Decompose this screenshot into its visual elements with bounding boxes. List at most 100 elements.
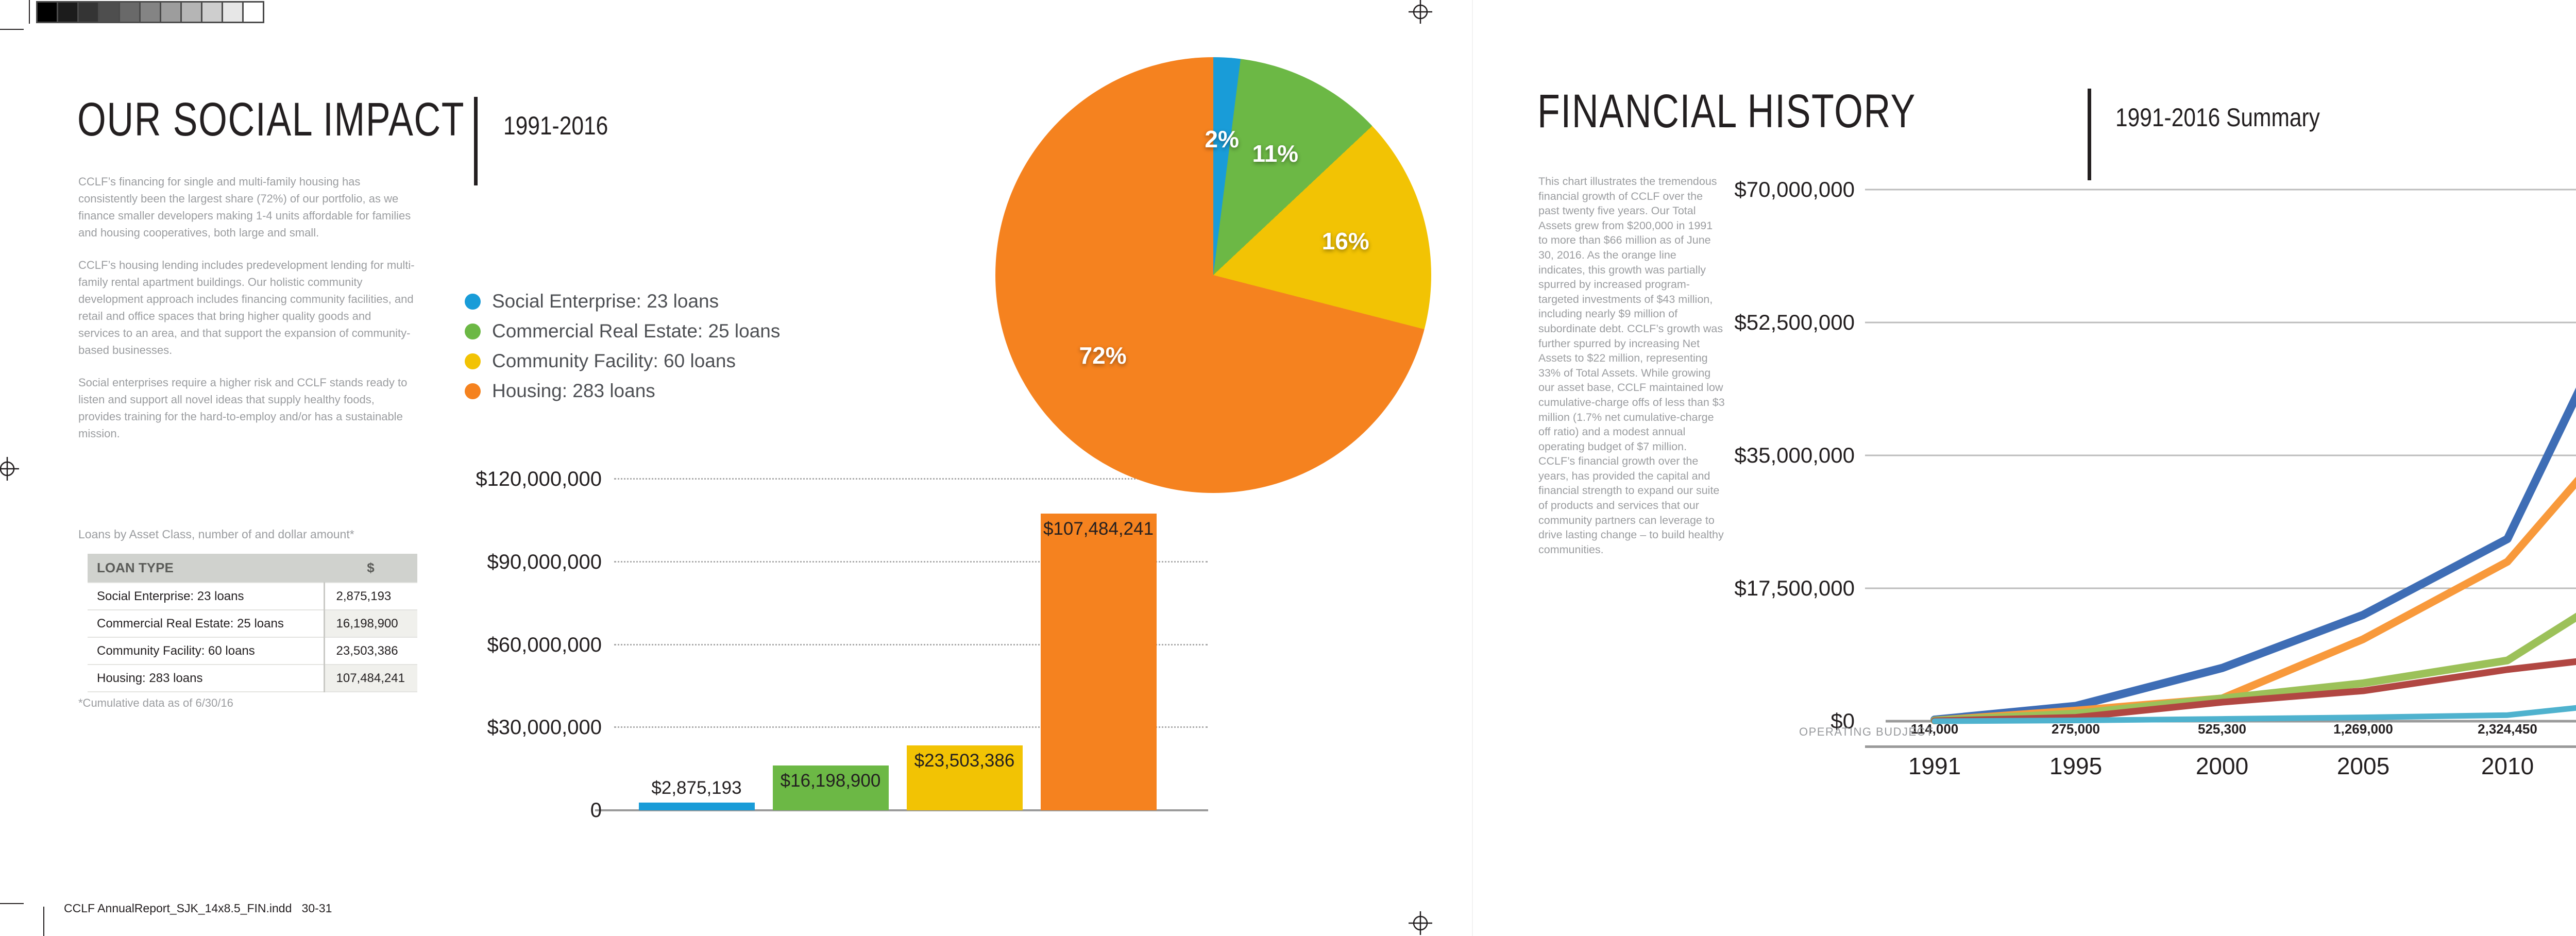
- paragraph: CCLF’s housing lending includes predevel…: [78, 259, 415, 356]
- y-axis-label: $35,000,000: [1734, 443, 1855, 467]
- calibration-swatch: [57, 1, 79, 23]
- y-axis-label: $70,000,000: [1734, 177, 1855, 201]
- x-axis-rule: [1865, 745, 2576, 748]
- pie-legend: Social Enterprise: 23 loans Commercial R…: [465, 286, 780, 406]
- page-title-our-social-impact: OUR SOCIAL IMPACT: [77, 96, 574, 143]
- bar: [907, 745, 1023, 810]
- paragraph: CCLF’s financing for single and multi-fa…: [78, 175, 411, 239]
- table-row: Commercial Real Estate: 25 loans 16,198,…: [88, 609, 417, 637]
- column-header-loan-type: LOAN TYPE: [88, 554, 324, 583]
- legend-item: Housing: 283 loans: [465, 376, 780, 406]
- pie-slice-label: 2%: [1205, 125, 1239, 152]
- calibration-swatch: [222, 1, 244, 23]
- financial-history-line-chart: [1865, 189, 2576, 725]
- y-axis-label: $17,500,000: [1734, 576, 1855, 600]
- bar-chart-gridline: [614, 560, 1208, 563]
- legend-item-label: Community Facility: 60 loans: [492, 350, 736, 371]
- y-axis-label: $60,000,000: [487, 633, 602, 656]
- bar: [773, 765, 889, 810]
- operating-budget-value: 2,324,450: [2478, 721, 2537, 737]
- pie-slice-label: 72%: [1079, 342, 1127, 369]
- calibration-swatch: [118, 1, 141, 23]
- loan-amount-cell: 23,503,386: [323, 637, 417, 665]
- page-subtitle-date-range: 1991-2016: [503, 111, 626, 140]
- x-axis-year: 2005: [2336, 753, 2390, 779]
- operating-budget-value: 275,000: [2052, 721, 2100, 737]
- financial-history-body-copy: This chart illustrates the tremendous fi…: [1538, 175, 1725, 556]
- calibration-swatch: [180, 1, 202, 23]
- registration-mark-icon: [1409, 0, 1432, 24]
- calibration-swatch: [242, 1, 264, 23]
- crop-mark: [0, 29, 24, 30]
- bar-value-label: $2,875,193: [651, 777, 742, 798]
- bar-chart-gridline: [614, 726, 1208, 728]
- operating-budget-value: 114,000: [1910, 721, 1959, 737]
- y-axis-label: $120,000,000: [476, 468, 602, 490]
- bar-value-label: $107,484,241: [1043, 519, 1154, 539]
- bar-value-label: $16,198,900: [780, 771, 881, 791]
- page-subtitle-text: 1991-2016: [503, 111, 608, 140]
- bar-value-label: $23,503,386: [914, 751, 1015, 771]
- legend-item: Commercial Real Estate: 25 loans: [465, 316, 780, 346]
- bar: [639, 802, 755, 810]
- y-axis-label: $0: [1831, 709, 1855, 733]
- bar: [1041, 514, 1157, 810]
- x-axis-year: 1991: [1908, 753, 1961, 779]
- table-row: Community Facility: 60 loans 23,503,386: [88, 637, 417, 665]
- bar-chart-axis-line: [595, 809, 1208, 811]
- table-header-row: LOAN TYPE $: [88, 554, 417, 583]
- legend-item-label: Commercial Real Estate: 25 loans: [492, 320, 781, 342]
- loans-pie-chart: 2% 11% 16% 72%: [995, 57, 1431, 493]
- line-series-2: [1930, 612, 2576, 725]
- title-divider-bar: [474, 97, 478, 185]
- legend-dot: [465, 323, 481, 339]
- page-title-text: OUR SOCIAL IMPACT: [77, 93, 465, 146]
- legend-item: Community Facility: 60 loans: [465, 346, 780, 376]
- x-axis-year: 2000: [2195, 753, 2249, 779]
- bar-chart-gridline: [614, 643, 1208, 645]
- x-axis-year: 2010: [2481, 753, 2534, 779]
- page-title-text: FINANCIAL HISTORY: [1537, 85, 1916, 138]
- registration-mark-icon: [1409, 911, 1432, 935]
- loans-table-caption: Loans by Asset Class, number of and doll…: [78, 527, 354, 541]
- loan-type-cell: Community Facility: 60 loans: [88, 637, 324, 665]
- loan-amount-cell: 2,875,193: [323, 582, 417, 610]
- loan-type-cell: Housing: 283 loans: [88, 664, 324, 692]
- legend-dot: [465, 353, 481, 369]
- legend-item-label: Social Enterprise: 23 loans: [492, 291, 719, 312]
- social-impact-body-copy: CCLF’s financing for single and multi-fa…: [78, 173, 416, 457]
- loan-type-cell: Social Enterprise: 23 loans: [88, 582, 324, 610]
- legend-item: Social Enterprise: 23 loans: [465, 286, 780, 316]
- legend-dot: [465, 293, 481, 310]
- title-divider-bar: [2088, 89, 2091, 180]
- table-row: Housing: 283 loans 107,484,241: [88, 664, 417, 692]
- bar-chart-gridline: [614, 478, 1208, 480]
- operating-budget-value: 525,300: [2198, 721, 2246, 737]
- line-series-4: [1931, 705, 2576, 724]
- table-footnote: *Cumulative data as of 6/30/16: [78, 696, 233, 709]
- line-series-0: [1930, 387, 2576, 724]
- crop-mark: [43, 907, 44, 936]
- legend-dot: [465, 383, 481, 399]
- y-axis-label: 0: [590, 799, 602, 822]
- crop-mark: [29, 0, 30, 24]
- calibration-swatch: [77, 1, 99, 23]
- legend-item-label: Housing: 283 loans: [492, 380, 655, 401]
- grayscale-calibration-bar: [36, 1, 264, 23]
- loan-type-cell: Commercial Real Estate: 25 loans: [88, 609, 324, 637]
- paragraph: Social enterprises require a higher risk…: [78, 376, 408, 440]
- page-subtitle-summary: 1991-2016 Summary: [2115, 103, 2356, 132]
- crop-mark: [0, 903, 24, 904]
- y-axis-label: $30,000,000: [487, 716, 602, 739]
- page-subtitle-text: 1991-2016 Summary: [2115, 103, 2320, 132]
- y-axis-label: $52,500,000: [1734, 310, 1855, 334]
- registration-mark-icon: [0, 457, 19, 481]
- line-series-3: [1931, 658, 2576, 724]
- x-axis-year: 1995: [2049, 753, 2103, 779]
- table-row: Social Enterprise: 23 loans 2,875,193: [88, 582, 417, 610]
- pie-slice-label: 11%: [1252, 140, 1299, 167]
- pie-slice-label: 16%: [1321, 228, 1369, 255]
